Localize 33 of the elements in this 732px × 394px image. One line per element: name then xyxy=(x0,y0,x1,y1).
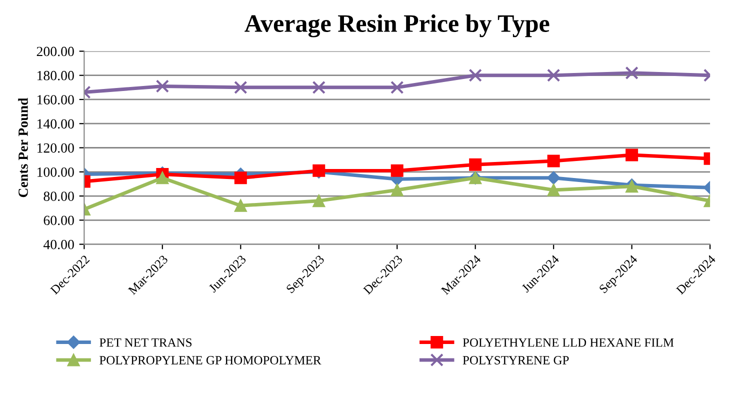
point xyxy=(546,171,560,185)
y-tick-label: 200.00 xyxy=(36,46,74,56)
point xyxy=(234,199,247,212)
y-tick-label: 40.00 xyxy=(43,240,74,250)
point xyxy=(547,154,560,168)
chart-title: Average Resin Price by Type xyxy=(244,14,550,38)
point xyxy=(390,80,404,94)
point xyxy=(625,66,638,80)
point xyxy=(312,194,326,208)
point xyxy=(312,80,326,94)
legend-label: PET NET TRANS xyxy=(100,338,192,347)
y-tick-label: 160.00 xyxy=(37,95,74,104)
point xyxy=(156,80,170,93)
point xyxy=(468,68,482,82)
point xyxy=(626,148,638,162)
y-tick-label: 180.00 xyxy=(37,70,74,80)
point xyxy=(469,158,482,171)
point xyxy=(234,172,247,184)
y-tick-label: 120.00 xyxy=(37,143,74,153)
point xyxy=(390,164,404,177)
y-tick-label: 100.00 xyxy=(37,167,74,177)
point xyxy=(156,172,169,184)
point xyxy=(234,80,248,94)
point xyxy=(547,184,560,196)
legend-label: POLYPROPYLENE GP HOMOPOLYMER xyxy=(100,356,322,364)
legend-label: POLYETHYLENE LLD HEXANE FILM xyxy=(462,338,674,347)
y-tick-label: 80.00 xyxy=(44,192,74,202)
y-axis-title: Cents Per Pound xyxy=(18,98,28,198)
y-tick-label: 140.00 xyxy=(37,119,74,129)
point xyxy=(390,184,404,196)
point xyxy=(546,68,560,82)
legend-label: POLYSTYRENE GP xyxy=(462,356,569,364)
y-tick-label: 60.00 xyxy=(44,216,74,226)
